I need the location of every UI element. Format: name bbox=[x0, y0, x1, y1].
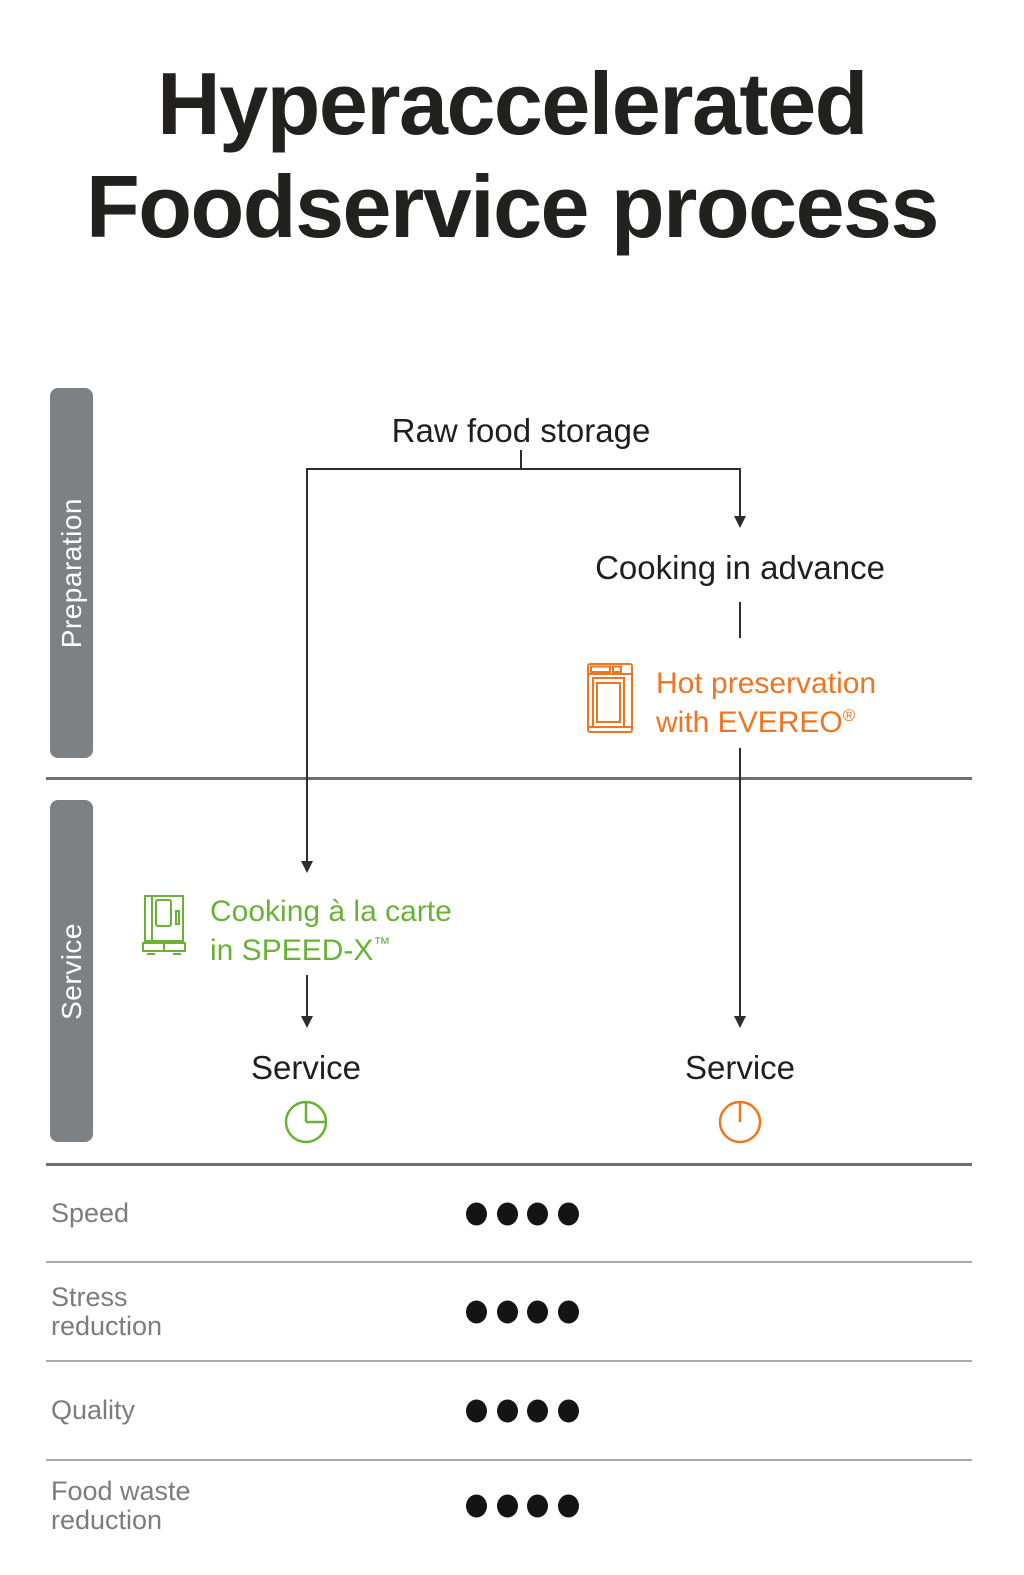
rating-dot-icon bbox=[496, 1494, 518, 1518]
stage-divider-line bbox=[46, 777, 972, 780]
page-title-line1: Hyperaccelerated bbox=[157, 54, 868, 153]
metric-row: Food waste reduction bbox=[46, 1459, 972, 1551]
rating-dot-icon bbox=[466, 1300, 487, 1323]
rating-dot-icon bbox=[527, 1399, 548, 1422]
clock-top-icon bbox=[718, 1100, 762, 1144]
speedx-oven-icon bbox=[142, 895, 186, 955]
connector-advance-to-evereo bbox=[739, 602, 741, 638]
arrowhead-left-service bbox=[301, 1016, 313, 1028]
trademark-mark: ™ bbox=[373, 934, 391, 953]
stage-bar-preparation: Preparation bbox=[50, 388, 93, 758]
rating-dot-icon bbox=[557, 1494, 579, 1518]
hot-preservation-line2: with EVEREO® bbox=[656, 706, 856, 739]
rating-dot-icon bbox=[496, 1399, 518, 1422]
cooking-a-la-carte-line2: in SPEED-X™ bbox=[210, 934, 391, 967]
connector-left-branch bbox=[306, 468, 308, 862]
metric-rating-dots bbox=[466, 1202, 579, 1225]
rating-dot-icon bbox=[527, 1300, 548, 1323]
metrics-rows: Speed Stress reduction Quality Food waste red… bbox=[46, 1163, 972, 1551]
metric-label: Stress reduction bbox=[51, 1281, 163, 1341]
registered-mark: ® bbox=[842, 706, 856, 725]
page-title: Hyperaccelerated Foodservice process bbox=[0, 52, 1024, 258]
node-service-right: Service bbox=[684, 1049, 796, 1086]
stage-label-service: Service bbox=[55, 922, 87, 1020]
rating-dot-icon bbox=[557, 1300, 579, 1323]
connector-horizontal bbox=[306, 468, 741, 470]
stage-bar-service: Service bbox=[50, 800, 93, 1142]
metric-label: Speed bbox=[51, 1198, 130, 1228]
stage-label-preparation: Preparation bbox=[55, 497, 87, 649]
node-raw-food-storage: Raw food storage bbox=[391, 412, 651, 449]
node-service-left: Service bbox=[250, 1049, 362, 1086]
arrowhead-right-service bbox=[734, 1016, 746, 1028]
clock-quarter-icon bbox=[284, 1100, 328, 1144]
arrowhead-left-branch bbox=[301, 861, 313, 873]
rating-dot-icon bbox=[466, 1202, 487, 1225]
rating-dot-icon bbox=[527, 1494, 548, 1518]
metric-label: Food waste reduction bbox=[51, 1476, 191, 1535]
connector-speedx-to-service bbox=[306, 975, 308, 1017]
metric-row: Speed bbox=[46, 1163, 972, 1261]
node-cooking-in-advance: Cooking in advance bbox=[595, 549, 885, 586]
metric-rating-dots bbox=[466, 1399, 579, 1422]
rating-dot-icon bbox=[496, 1300, 518, 1323]
cooking-a-la-carte-line1: Cooking à la carte bbox=[210, 895, 452, 928]
metric-row: Stress reduction bbox=[46, 1261, 972, 1360]
arrowhead-right-branch bbox=[734, 516, 746, 528]
metric-rating-dots bbox=[466, 1300, 579, 1323]
metric-rating-dots bbox=[466, 1494, 579, 1518]
evereo-oven-icon bbox=[587, 663, 633, 733]
connector-raw-stem bbox=[520, 450, 522, 469]
connector-right-branch bbox=[739, 468, 741, 517]
rating-dot-icon bbox=[557, 1399, 579, 1422]
connector-evereo-to-service bbox=[739, 748, 741, 1017]
rating-dot-icon bbox=[527, 1202, 548, 1225]
rating-dot-icon bbox=[496, 1202, 518, 1225]
label-hot-preservation: Hot preservation with EVEREO® bbox=[656, 668, 876, 739]
rating-dot-icon bbox=[466, 1399, 487, 1422]
metric-row: Quality bbox=[46, 1360, 972, 1459]
rating-dot-icon bbox=[466, 1494, 487, 1518]
hot-preservation-line1: Hot preservation bbox=[656, 667, 877, 700]
page-title-line2: Foodservice process bbox=[86, 157, 939, 256]
label-cooking-a-la-carte: Cooking à la carte in SPEED-X™ bbox=[210, 896, 452, 967]
metric-label: Quality bbox=[51, 1395, 136, 1425]
rating-dot-icon bbox=[557, 1202, 579, 1225]
